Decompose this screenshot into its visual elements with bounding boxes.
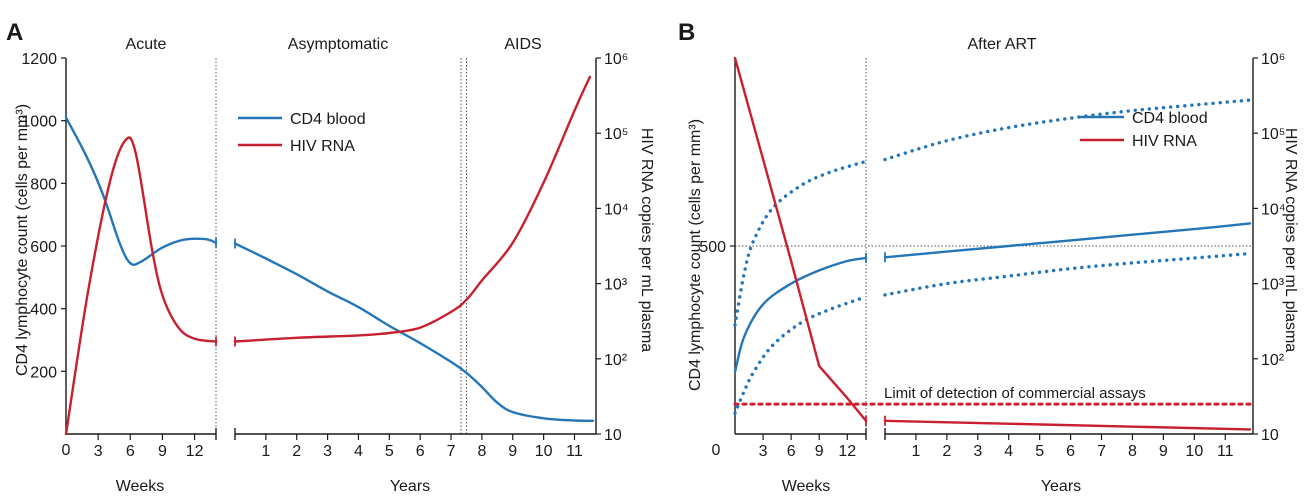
right-tick-label-b-3: 10⁴	[1261, 201, 1286, 218]
series-hiv-rna-weeks-b	[733, 56, 868, 422]
x-tick-label-years-b-4: 5	[1035, 443, 1044, 460]
series-hiv-rna-weeks-a	[64, 136, 218, 436]
series-cd4-blood-years-a	[233, 242, 595, 423]
x-tick-label-weeks-a-3: 12	[186, 443, 204, 460]
x-label-weeks-b: Weeks	[782, 478, 831, 495]
series-cd4-lower-range-weeks-b	[733, 295, 868, 415]
left-tick-label-a-4: 800	[30, 176, 57, 193]
left-tick-label-b-0: 500	[699, 239, 726, 256]
right-tick-label-a-4: 10⁵	[604, 126, 628, 143]
series-cd4-blood-weeks-a	[64, 116, 218, 267]
right-tick-label-b-0: 10	[1261, 427, 1279, 444]
x-tick-label-years-a-5: 6	[416, 443, 425, 460]
right-tick-label-a-5: 10⁶	[604, 51, 628, 68]
panel-a: A Acute Asymptomatic AIDS CD4 lymphocyte…	[6, 19, 655, 495]
x-tick-label-weeks-b-3: 12	[838, 443, 856, 460]
x-tick-label-years-b-6: 7	[1097, 443, 1106, 460]
x-tick-label-years-a-7: 8	[477, 443, 486, 460]
right-tick-label-a-3: 10⁴	[604, 201, 629, 218]
x-tick-label-years-a-10: 11	[566, 443, 583, 460]
x-tick-label-years-b-0: 1	[911, 443, 920, 460]
left-tick-label-a-1: 200	[30, 364, 57, 381]
right-tick-label-b-2: 10³	[1261, 277, 1285, 294]
x-tick-label-years-b-2: 3	[973, 443, 982, 460]
legend-a: CD4 blood HIV RNA	[238, 111, 366, 155]
x-tick-label-years-a-1: 2	[292, 443, 301, 460]
panel-letter-b: B	[678, 19, 695, 46]
legend-label-cd4-b: CD4 blood	[1132, 110, 1208, 127]
x-origin-label-a: 0	[62, 442, 71, 459]
x-origin-label-b: 0	[712, 442, 721, 459]
right-axis-title-b: HIV RNA copies per mL plasma	[1282, 128, 1299, 352]
x-label-years-b: Years	[1041, 478, 1081, 495]
series-cd4-lower-range-years-b	[883, 251, 1252, 297]
left-axis-title-b: CD4 lymphocyte count (cells per mm³)	[687, 119, 704, 391]
x-tick-label-weeks-b-2: 9	[815, 443, 824, 460]
right-axis-title-a: HIV RNA copies per mL plasma	[638, 128, 655, 352]
panel-b: B After ART CD4 lymphocyte count (cells …	[678, 19, 1299, 495]
right-tick-label-b-5: 10⁶	[1261, 51, 1285, 68]
right-tick-label-b-1: 10²	[1261, 352, 1285, 369]
right-tick-label-a-1: 10²	[604, 352, 628, 369]
x-tick-label-years-b-8: 9	[1159, 443, 1168, 460]
x-tick-label-weeks-a-2: 9	[158, 443, 167, 460]
right-tick-label-a-0: 10	[604, 427, 622, 444]
x-tick-label-years-a-3: 4	[354, 443, 363, 460]
left-tick-label-a-3: 600	[30, 239, 57, 256]
series-cd4-upper-range-years-b	[883, 98, 1252, 162]
x-tick-label-weeks-a-1: 6	[126, 443, 135, 460]
legend-label-cd4-a: CD4 blood	[290, 111, 366, 128]
right-tick-label-b-4: 10⁵	[1261, 126, 1285, 143]
x-tick-label-weeks-b-0: 3	[759, 443, 768, 460]
legend-label-hiv-b: HIV RNA	[1132, 133, 1197, 150]
x-tick-label-years-b-9: 10	[1185, 443, 1203, 460]
limit-of-detection-label: Limit of detection of commercial assays	[884, 385, 1146, 402]
x-tick-label-weeks-a-0: 3	[94, 443, 103, 460]
x-tick-label-years-a-6: 7	[447, 443, 456, 460]
series-cd4-blood-years-b	[883, 222, 1252, 259]
legend-b: CD4 blood HIV RNA	[1080, 110, 1208, 150]
series-hiv-rna-years-b	[883, 419, 1252, 431]
phase-label-asymptomatic: Asymptomatic	[288, 36, 388, 53]
x-tick-label-years-a-4: 5	[385, 443, 394, 460]
x-tick-label-years-b-7: 8	[1128, 443, 1137, 460]
x-tick-label-years-b-3: 4	[1004, 443, 1013, 460]
left-tick-label-a-5: 1000	[21, 114, 57, 131]
x-tick-label-years-b-5: 6	[1066, 443, 1075, 460]
legend-label-hiv-a: HIV RNA	[290, 138, 355, 155]
x-tick-label-years-a-8: 9	[508, 443, 517, 460]
x-label-years-a: Years	[390, 478, 430, 495]
phase-label-acute: Acute	[126, 36, 167, 53]
series-hiv-rna-years-a	[233, 75, 592, 343]
phase-label-after-art: After ART	[967, 36, 1036, 53]
right-tick-label-a-2: 10³	[604, 277, 628, 294]
x-tick-label-years-a-2: 3	[323, 443, 332, 460]
series-cd4-blood-weeks-b	[733, 256, 868, 374]
left-tick-label-a-6: 1200	[21, 51, 57, 68]
x-label-weeks-a: Weeks	[116, 478, 165, 495]
left-axis-title-a: CD4 lymphocyte count (cells per mm³)	[14, 104, 31, 376]
x-tick-label-years-a-9: 10	[535, 443, 553, 460]
x-tick-label-years-a-0: 1	[261, 443, 270, 460]
x-tick-label-years-b-10: 11	[1217, 443, 1234, 460]
panel-letter-a: A	[6, 19, 23, 46]
phase-label-aids: AIDS	[504, 36, 541, 53]
left-tick-label-a-2: 400	[30, 302, 57, 319]
x-tick-label-years-b-1: 2	[942, 443, 951, 460]
series-cd4-upper-range-weeks-b	[733, 159, 868, 327]
x-tick-label-weeks-b-1: 6	[787, 443, 796, 460]
